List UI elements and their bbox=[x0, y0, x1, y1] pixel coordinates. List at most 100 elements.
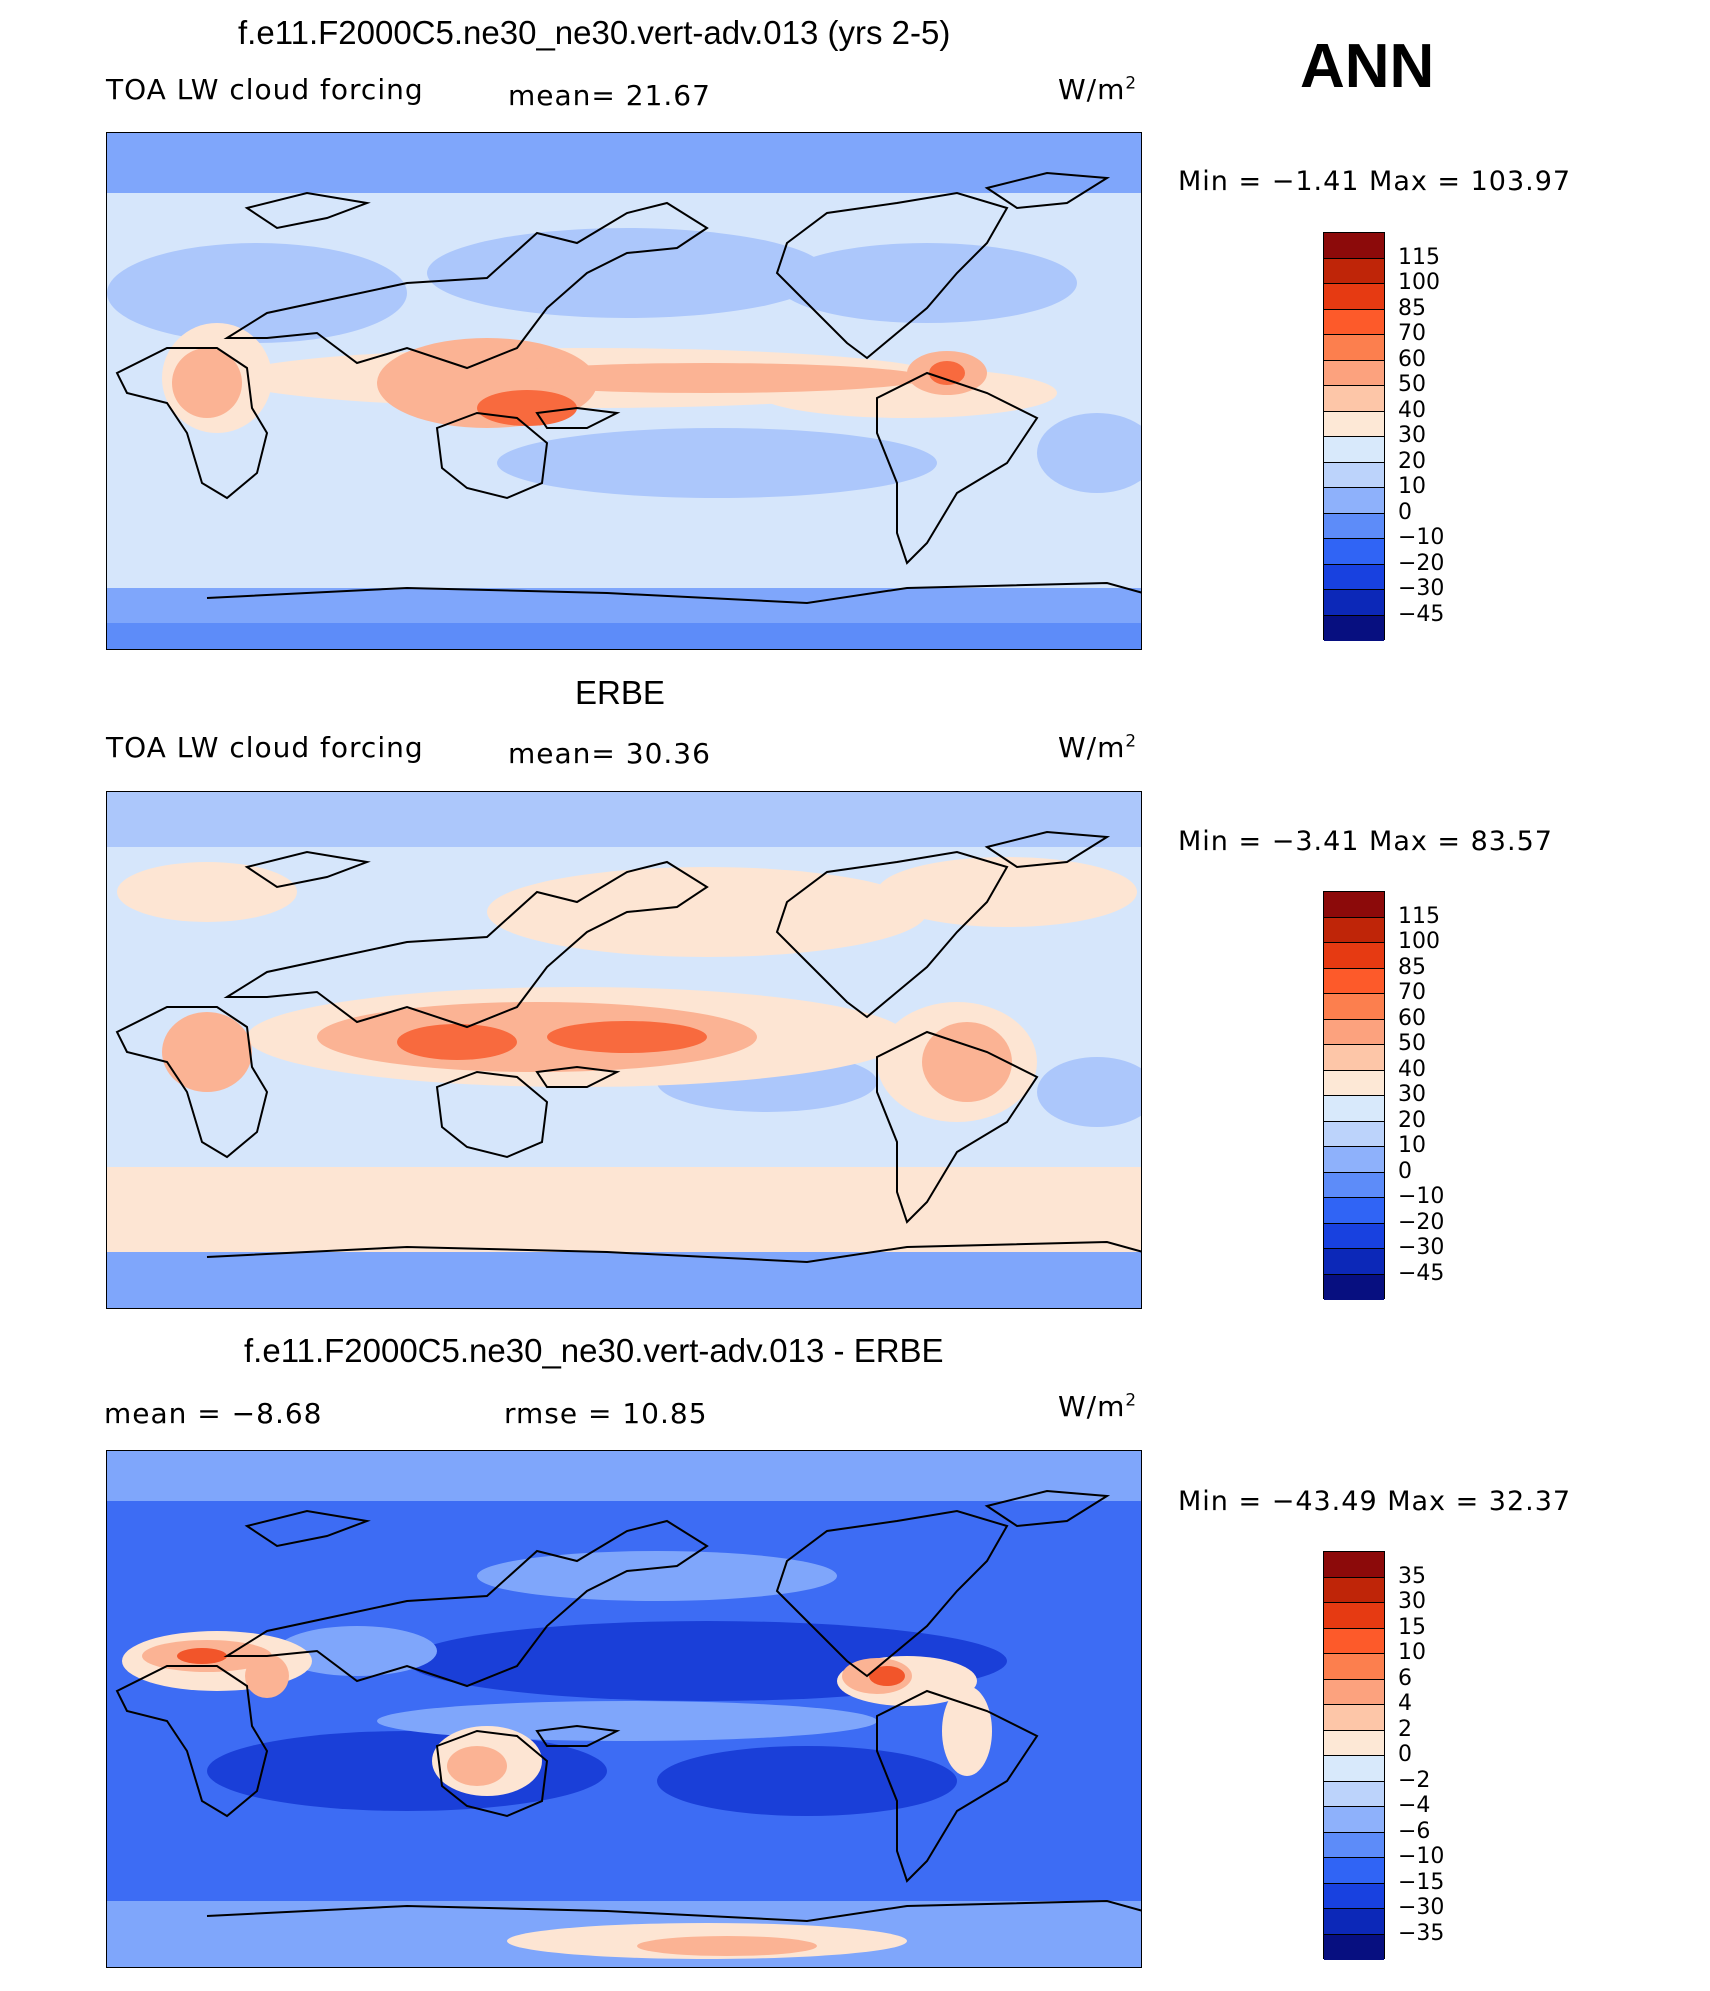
colorbar-tick-label: 2 bbox=[1398, 1716, 1412, 1742]
panel-2-units: W/m2 bbox=[1058, 730, 1138, 764]
colorbar-swatch bbox=[1324, 386, 1384, 412]
panel-1-title: f.e11.F2000C5.ne30_ne30.vert-adv.013 (yr… bbox=[238, 14, 951, 51]
panel-3-rmse-label: rmse = 10.85 bbox=[504, 1397, 708, 1430]
colorbar-swatch bbox=[1324, 437, 1384, 463]
colorbar-swatch bbox=[1324, 1909, 1384, 1935]
panel-3-mean-label: mean = −8.68 bbox=[104, 1397, 323, 1430]
colorbar-tick-label: −20 bbox=[1398, 1209, 1445, 1235]
colorbar-swatch bbox=[1324, 1934, 1384, 1960]
colorbar-swatch bbox=[1324, 233, 1384, 259]
colorbar-swatch bbox=[1324, 1096, 1384, 1122]
colorbar-swatch bbox=[1324, 1781, 1384, 1807]
colorbar-tick-label: −10 bbox=[1398, 1844, 1445, 1869]
panel-1-colorbar bbox=[1323, 232, 1385, 641]
colorbar-tick-label: 20 bbox=[1398, 448, 1426, 474]
colorbar-tick-label: 30 bbox=[1398, 423, 1426, 448]
colorbar-swatch bbox=[1324, 411, 1384, 437]
colorbar-tick-label: 0 bbox=[1398, 1742, 1412, 1767]
colorbar-swatch bbox=[1324, 968, 1384, 994]
colorbar-swatch bbox=[1324, 258, 1384, 284]
colorbar-swatch bbox=[1324, 488, 1384, 514]
colorbar-swatch bbox=[1324, 1628, 1384, 1654]
panel-1-mean-label: mean= 21.67 bbox=[508, 79, 711, 112]
colorbar-swatch bbox=[1324, 1654, 1384, 1680]
colorbar-tick-label: 70 bbox=[1398, 980, 1426, 1005]
colorbar-tick-label: −10 bbox=[1398, 1184, 1445, 1209]
colorbar-swatch bbox=[1324, 1756, 1384, 1782]
panel-3-minmax: Min = −43.49 Max = 32.37 bbox=[1178, 1486, 1572, 1517]
colorbar-tick-label: 60 bbox=[1398, 1005, 1426, 1031]
colorbar-tick-label: 100 bbox=[1398, 270, 1440, 295]
panel-2-map-graphic bbox=[107, 792, 1141, 1308]
colorbar-tick-label: 4 bbox=[1398, 1691, 1412, 1716]
colorbar-swatch bbox=[1324, 1121, 1384, 1147]
colorbar-swatch bbox=[1324, 1705, 1384, 1731]
colorbar-tick-label: −4 bbox=[1398, 1793, 1431, 1818]
colorbar-tick-label: −10 bbox=[1398, 525, 1445, 550]
colorbar-swatch bbox=[1324, 1807, 1384, 1833]
colorbar-tick-label: 15 bbox=[1398, 1614, 1426, 1640]
panel-3-units: W/m2 bbox=[1058, 1389, 1138, 1423]
colorbar-swatch bbox=[1324, 917, 1384, 943]
panel-2-variable-label: TOA LW cloud forcing bbox=[106, 731, 424, 764]
colorbar-tick-label: −6 bbox=[1398, 1818, 1431, 1844]
colorbar-swatch bbox=[1324, 1070, 1384, 1096]
colorbar-swatch bbox=[1324, 994, 1384, 1020]
colorbar-swatch bbox=[1324, 284, 1384, 310]
colorbar-swatch bbox=[1324, 1147, 1384, 1173]
colorbar-swatch bbox=[1324, 1577, 1384, 1603]
colorbar-swatch bbox=[1324, 1045, 1384, 1071]
colorbar-tick-label: −20 bbox=[1398, 550, 1445, 576]
colorbar-swatch bbox=[1324, 462, 1384, 488]
colorbar-tick-label: 50 bbox=[1398, 1031, 1426, 1056]
colorbar-swatch bbox=[1324, 360, 1384, 386]
colorbar-tick-label: 100 bbox=[1398, 929, 1440, 954]
colorbar-tick-label: −2 bbox=[1398, 1767, 1431, 1793]
panel-3-map-graphic bbox=[107, 1451, 1141, 1967]
colorbar-tick-label: 10 bbox=[1398, 1133, 1426, 1158]
colorbar-tick-label: 0 bbox=[1398, 1158, 1412, 1184]
colorbar-tick-label: 10 bbox=[1398, 474, 1426, 499]
colorbar-swatch bbox=[1324, 1603, 1384, 1629]
colorbar-tick-label: 30 bbox=[1398, 1082, 1426, 1107]
colorbar-tick-label: −45 bbox=[1398, 601, 1445, 627]
panel-1-map bbox=[106, 132, 1142, 650]
colorbar-swatch bbox=[1324, 1552, 1384, 1578]
colorbar-tick-label: −45 bbox=[1398, 1260, 1445, 1286]
colorbar-swatch bbox=[1324, 1172, 1384, 1198]
colorbar-tick-label: −15 bbox=[1398, 1869, 1445, 1895]
season-label: ANN bbox=[1300, 32, 1435, 101]
panel-2-minmax: Min = −3.41 Max = 83.57 bbox=[1178, 826, 1553, 857]
colorbar-swatch bbox=[1324, 564, 1384, 590]
panel-2-mean-label: mean= 30.36 bbox=[508, 737, 711, 770]
colorbar-tick-label: 6 bbox=[1398, 1665, 1412, 1691]
colorbar-tick-label: −30 bbox=[1398, 1235, 1445, 1260]
colorbar-tick-label: 115 bbox=[1398, 244, 1440, 270]
panel-1-units: W/m2 bbox=[1058, 72, 1138, 106]
colorbar-swatch bbox=[1324, 1274, 1384, 1300]
colorbar-tick-label: 50 bbox=[1398, 372, 1426, 397]
colorbar-tick-label: 30 bbox=[1398, 1589, 1426, 1614]
colorbar-swatch bbox=[1324, 1679, 1384, 1705]
colorbar-swatch bbox=[1324, 1249, 1384, 1275]
colorbar-swatch bbox=[1324, 539, 1384, 565]
panel-2-map bbox=[106, 791, 1142, 1309]
panel-2-colorbar bbox=[1323, 891, 1385, 1300]
colorbar-swatch bbox=[1324, 335, 1384, 361]
colorbar-swatch bbox=[1324, 1730, 1384, 1756]
colorbar-tick-label: 0 bbox=[1398, 499, 1412, 525]
colorbar-tick-label: 85 bbox=[1398, 954, 1426, 980]
colorbar-swatch bbox=[1324, 1019, 1384, 1045]
colorbar-tick-label: 70 bbox=[1398, 321, 1426, 346]
colorbar-tick-label: 40 bbox=[1398, 397, 1426, 423]
colorbar-swatch bbox=[1324, 1223, 1384, 1249]
panel-1-map-graphic bbox=[107, 133, 1141, 649]
panel-3-title: f.e11.F2000C5.ne30_ne30.vert-adv.013 - E… bbox=[244, 1332, 944, 1369]
colorbar-tick-label: 40 bbox=[1398, 1056, 1426, 1082]
colorbar-swatch bbox=[1324, 892, 1384, 918]
colorbar-swatch bbox=[1324, 590, 1384, 616]
colorbar-tick-label: 10 bbox=[1398, 1640, 1426, 1665]
colorbar-swatch bbox=[1324, 943, 1384, 969]
colorbar-swatch bbox=[1324, 615, 1384, 641]
panel-2-title: ERBE bbox=[575, 674, 665, 711]
